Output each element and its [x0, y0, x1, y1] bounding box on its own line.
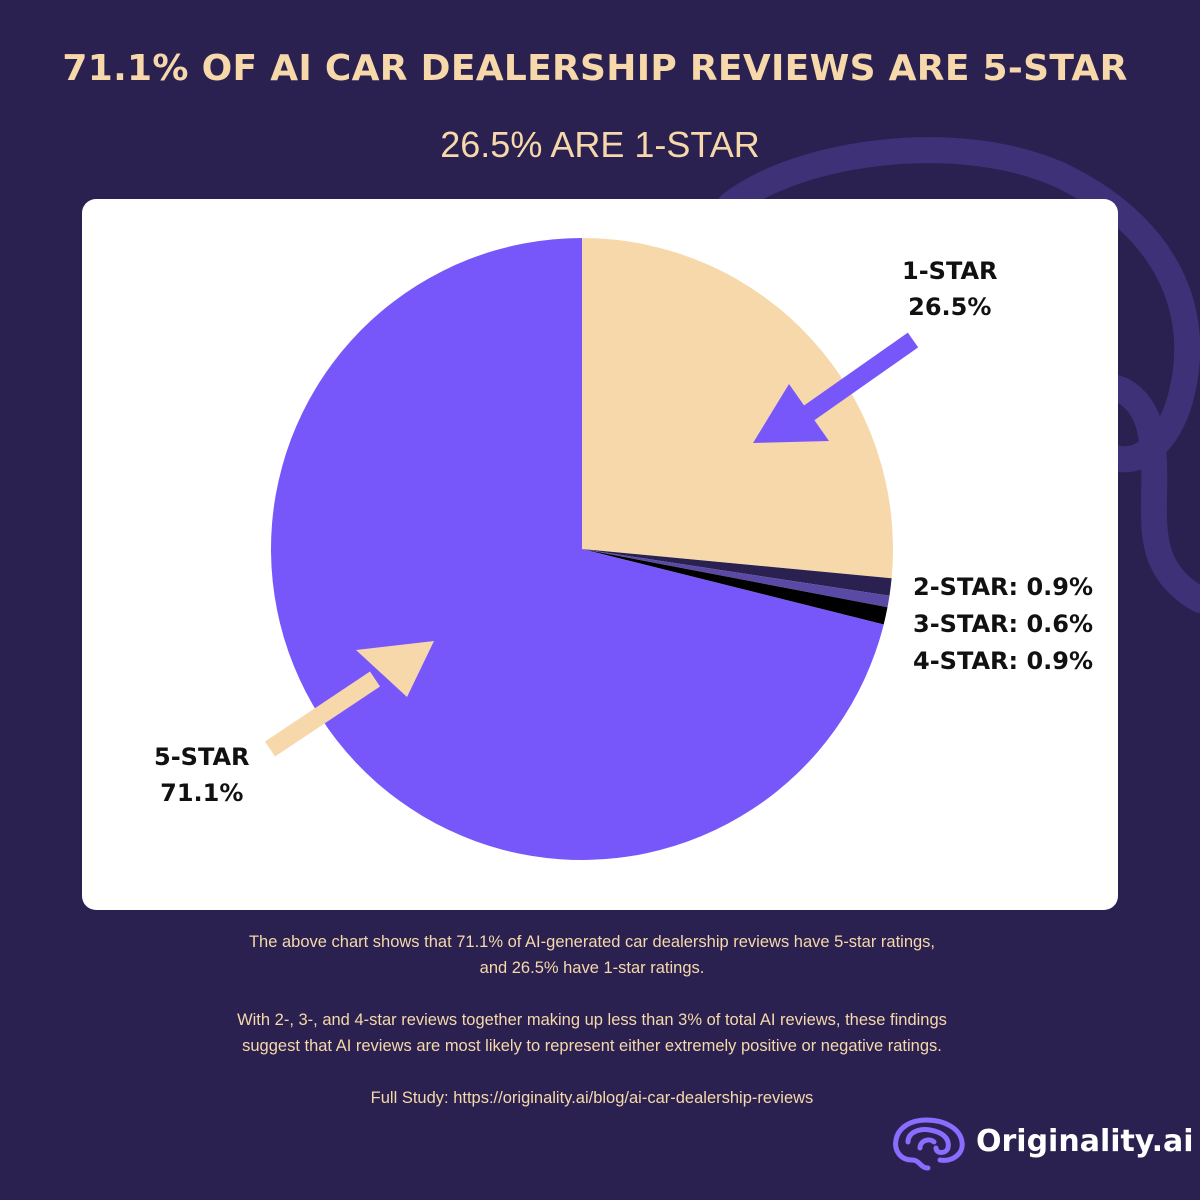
pie-slice-3-star: [582, 549, 890, 608]
four-star-label: 4-STAR: 0.9%: [913, 647, 1094, 675]
caption-line-4: suggest that AI reviews are most likely …: [242, 1037, 942, 1055]
pie-slice-5-star: [270, 238, 884, 860]
page-subtitle: 26.5% ARE 1-STAR: [440, 124, 760, 165]
two-star-label: 2-STAR: 0.9%: [913, 573, 1094, 601]
caption-line-1: The above chart shows that 71.1% of AI-g…: [248, 933, 936, 951]
five-star-label: 5-STAR 71.1%: [154, 739, 250, 811]
pie-slice-4-star: [582, 549, 888, 625]
pie-chart: [265, 238, 919, 860]
caption-line-3: With 2-, 3-, and 4-star reviews together…: [237, 1011, 947, 1029]
caption-line-2: and 26.5% have 1-star ratings.: [479, 959, 705, 977]
chart-card: 1-STAR 26.5% 2-STAR: 0.9% 3-STAR: 0.6% 4…: [82, 199, 1118, 910]
one-star-label-value: 26.5%: [908, 293, 992, 321]
brain-icon: [893, 1117, 965, 1171]
pie-slice-2-star: [582, 549, 892, 596]
five-star-label-value: 71.1%: [160, 779, 244, 807]
five-star-label-name: 5-STAR: [154, 743, 250, 771]
three-star-label: 3-STAR: 0.6%: [913, 610, 1094, 638]
one-star-label: 1-STAR 26.5%: [902, 253, 998, 325]
brand-name: Originality.ai: [976, 1124, 1194, 1159]
one-star-label-name: 1-STAR: [902, 257, 998, 285]
pie-slice-1-star: [582, 238, 893, 579]
one-star-arrow: [753, 332, 919, 443]
page-title: 71.1% OF AI CAR DEALERSHIP REVIEWS ARE 5…: [62, 48, 1128, 89]
full-study-link[interactable]: Full Study: https://originality.ai/blog/…: [370, 1089, 814, 1107]
five-star-arrow: [265, 641, 434, 757]
